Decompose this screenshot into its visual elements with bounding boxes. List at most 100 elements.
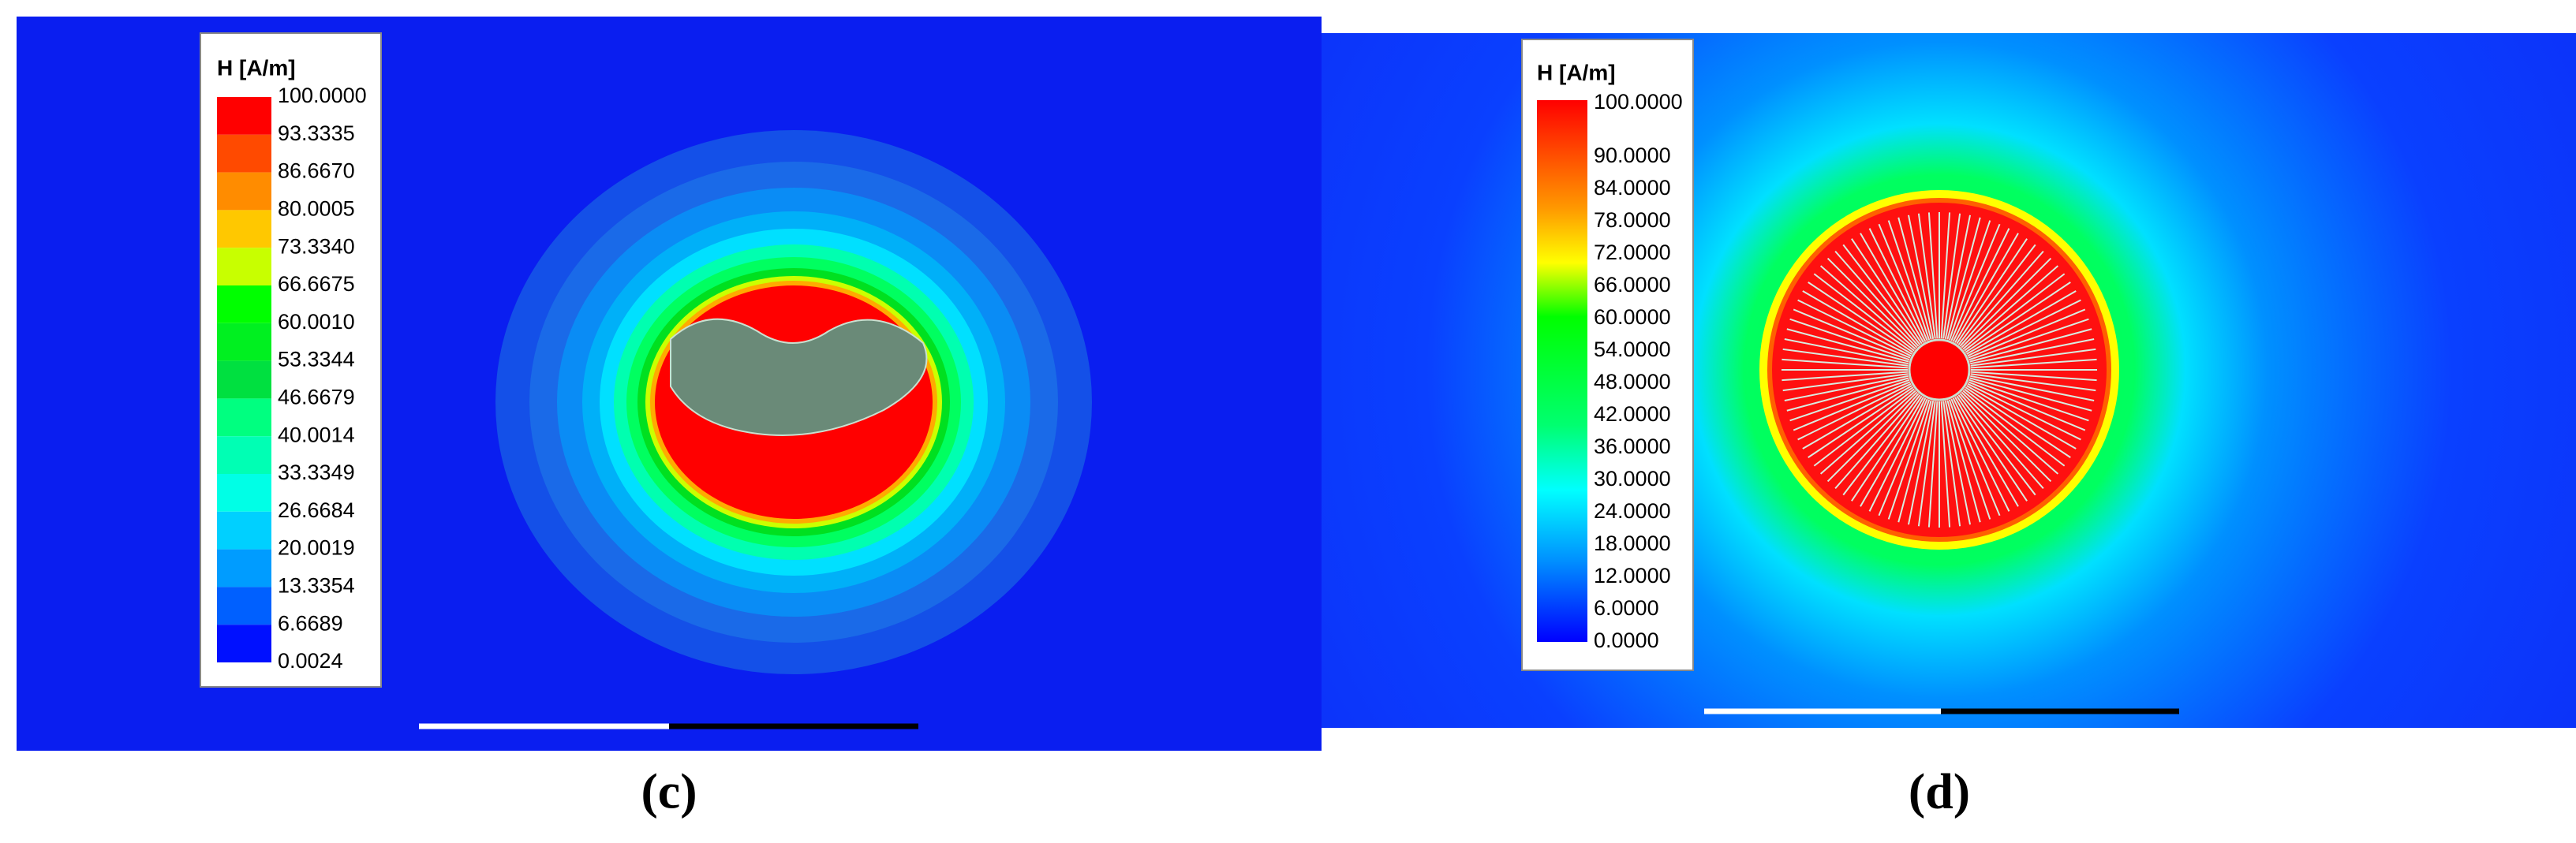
spoke <box>1956 395 2028 502</box>
spoke <box>1887 399 1931 520</box>
spoke <box>1968 381 2086 431</box>
spoke <box>1789 318 1910 361</box>
field-plot-d <box>1322 33 2576 728</box>
spoke <box>1964 388 2066 467</box>
spoke <box>1959 250 2044 347</box>
legend-label: 6.0000 <box>1594 596 1659 620</box>
spoke <box>1954 397 2019 507</box>
spoke <box>1782 373 1909 392</box>
legend-swatch <box>217 323 271 361</box>
spoke <box>1970 358 2097 369</box>
spoke <box>1952 228 2010 342</box>
legend-label: 0.0024 <box>278 649 343 673</box>
legend-swatch <box>217 398 271 437</box>
spoke <box>1965 282 2071 353</box>
spoke <box>1813 273 1915 352</box>
spoke <box>1834 250 1920 347</box>
spoke <box>1908 214 1935 339</box>
legend-label: 40.0014 <box>278 423 355 446</box>
legend-title: H [A/m] <box>217 55 296 80</box>
legend-swatch <box>217 172 271 211</box>
legend-label: 100.0000 <box>1594 90 1683 114</box>
spoke <box>1782 358 1909 369</box>
spoke <box>1966 385 2077 449</box>
spoke <box>1957 244 2036 345</box>
legend-label: 53.3344 <box>278 348 355 371</box>
spoke <box>1927 401 1939 528</box>
legend-swatch <box>217 134 271 173</box>
spoke <box>1851 238 1923 345</box>
spoke <box>1842 394 1921 496</box>
spoke <box>1819 390 1916 475</box>
field-plot-c <box>17 17 1322 751</box>
spoke <box>1940 212 1951 339</box>
spoke <box>1878 398 1928 517</box>
spoke <box>1897 400 1932 523</box>
spoke <box>1950 223 2001 341</box>
spoke <box>1970 371 2097 382</box>
spoke <box>1950 398 2001 517</box>
spoke <box>1962 265 2059 350</box>
spoke <box>1967 382 2081 441</box>
spoke <box>1952 397 2010 512</box>
legend-label: 26.6684 <box>278 498 355 522</box>
legend-label: 24.0000 <box>1594 499 1671 523</box>
legend-label: 18.0000 <box>1594 532 1671 555</box>
spoke <box>1946 400 1981 523</box>
spoke <box>1965 386 2071 458</box>
spoke <box>1942 401 1961 527</box>
spoke <box>1959 393 2044 490</box>
spoke <box>1948 399 1991 520</box>
legend-swatch <box>217 210 271 248</box>
legend-label: 60.0000 <box>1594 305 1671 329</box>
spoke <box>1944 401 1971 525</box>
spoke <box>1962 390 2059 475</box>
legend-label: 48.0000 <box>1594 370 1671 394</box>
spoke <box>1786 328 1909 363</box>
legend-label: 46.6679 <box>278 386 355 409</box>
legend-swatch <box>217 587 271 625</box>
spoke <box>1917 213 1936 339</box>
legend-label: 93.3335 <box>278 121 355 145</box>
spoke <box>1851 395 1923 502</box>
spoke <box>1940 401 1951 528</box>
legend-swatch <box>217 360 271 399</box>
spoke <box>1826 391 1918 483</box>
spoke <box>1948 220 1991 341</box>
spoke <box>1808 282 1914 353</box>
spoke <box>1797 382 1912 441</box>
spoke <box>1917 401 1936 527</box>
spoke <box>1908 401 1935 525</box>
legend-swatch <box>217 97 271 135</box>
legend-swatch <box>217 474 271 512</box>
legend-label: 20.0019 <box>278 536 355 560</box>
legend-label: 66.6675 <box>278 272 355 296</box>
spoke <box>1802 290 1912 355</box>
spoke <box>1966 290 2077 355</box>
spoke <box>1967 299 2081 357</box>
legend-label: 84.0000 <box>1594 176 1671 200</box>
spoke <box>1961 391 2052 483</box>
legend-swatch <box>217 625 271 662</box>
spoke <box>1969 377 2092 412</box>
spoke <box>1946 217 1981 340</box>
spoke <box>1786 377 1909 412</box>
spoke <box>1970 338 2095 365</box>
legend-title: H [A/m] <box>1537 60 1616 84</box>
spoke <box>1970 373 2096 392</box>
spoke <box>1942 213 1961 339</box>
spoke <box>1782 348 1909 367</box>
legend-label: 12.0000 <box>1594 564 1671 587</box>
legend-d: H [A/m] <box>1521 39 1694 671</box>
coil-spokes <box>1782 212 2097 528</box>
spoke <box>1970 375 2095 401</box>
panel-label: (d) <box>1909 763 1970 819</box>
legend-label: 90.0000 <box>1594 144 1671 167</box>
legend-label: 66.0000 <box>1594 273 1671 297</box>
spoke <box>1797 299 1912 357</box>
legend-label: 100.0000 <box>278 84 367 107</box>
legend-swatch <box>217 285 271 323</box>
legend-label: 78.0000 <box>1594 208 1671 232</box>
legend-label: 30.0000 <box>1594 467 1671 491</box>
